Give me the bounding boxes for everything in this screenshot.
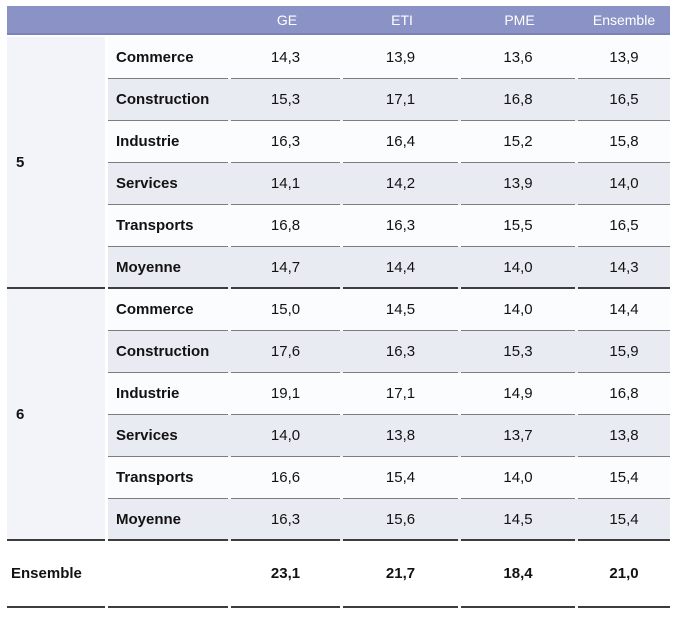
- sector-label: Moyenne: [108, 499, 228, 541]
- value-ge: 14,0: [231, 415, 340, 457]
- value-ensemble: 14,3: [578, 247, 670, 289]
- sector-label: Construction: [108, 331, 228, 373]
- sector-label: Transports: [108, 205, 228, 247]
- value-ensemble: 14,0: [578, 163, 670, 205]
- value-ensemble: 15,4: [578, 499, 670, 541]
- column-header-pme: PME: [504, 11, 535, 28]
- value-ensemble: 15,4: [578, 457, 670, 499]
- group-rows: Commerce 14,3 13,9 13,6 13,9 Constructio…: [108, 37, 670, 289]
- total-value-ge: 23,1: [231, 541, 340, 608]
- group-label: 6: [7, 289, 105, 541]
- table-row: Industrie 19,1 17,1 14,9 16,8: [108, 373, 670, 415]
- value-ge: 16,6: [231, 457, 340, 499]
- table-row: Commerce 15,0 14,5 14,0 14,4: [108, 289, 670, 331]
- value-ensemble: 16,5: [578, 205, 670, 247]
- value-eti: 16,3: [343, 205, 458, 247]
- table-row: Construction 17,6 16,3 15,3 15,9: [108, 331, 670, 373]
- value-ensemble: 13,9: [578, 37, 670, 79]
- table-row: Industrie 16,3 16,4 15,2 15,8: [108, 121, 670, 163]
- value-pme: 15,2: [461, 121, 575, 163]
- value-ge: 16,3: [231, 499, 340, 541]
- total-label: Ensemble: [7, 541, 105, 608]
- table-header-row: GE ETI PME Ensemble: [7, 6, 670, 35]
- value-eti: 14,4: [343, 247, 458, 289]
- value-ge: 16,3: [231, 121, 340, 163]
- sector-label: Services: [108, 415, 228, 457]
- value-pme: 14,9: [461, 373, 575, 415]
- table-row-moyenne: Moyenne 16,3 15,6 14,5 15,4: [108, 499, 670, 541]
- data-table: GE ETI PME Ensemble 5 Commerce 14,3 13,9…: [7, 6, 670, 608]
- table-row-moyenne: Moyenne 14,7 14,4 14,0 14,3: [108, 247, 670, 289]
- group-section-5: 5 Commerce 14,3 13,9 13,6 13,9 Construct…: [7, 37, 670, 289]
- value-pme: 14,0: [461, 457, 575, 499]
- sector-label: Industrie: [108, 373, 228, 415]
- total-value-pme: 18,4: [461, 541, 575, 608]
- group-rows: Commerce 15,0 14,5 14,0 14,4 Constructio…: [108, 289, 670, 541]
- value-ge: 17,6: [231, 331, 340, 373]
- value-pme: 13,6: [461, 37, 575, 79]
- sector-label: Construction: [108, 79, 228, 121]
- value-ensemble: 15,8: [578, 121, 670, 163]
- value-pme: 15,5: [461, 205, 575, 247]
- value-eti: 17,1: [343, 373, 458, 415]
- value-eti: 13,8: [343, 415, 458, 457]
- table-row: Transports 16,6 15,4 14,0 15,4: [108, 457, 670, 499]
- value-ge: 14,1: [231, 163, 340, 205]
- total-value-ensemble: 21,0: [578, 541, 670, 608]
- value-eti: 14,5: [343, 289, 458, 331]
- table-row: Construction 15,3 17,1 16,8 16,5: [108, 79, 670, 121]
- sector-label: Industrie: [108, 121, 228, 163]
- value-pme: 14,0: [461, 289, 575, 331]
- total-sector-spacer: [108, 541, 228, 608]
- value-eti: 17,1: [343, 79, 458, 121]
- table-row: Transports 16,8 16,3 15,5 16,5: [108, 205, 670, 247]
- value-pme: 13,7: [461, 415, 575, 457]
- value-ensemble: 16,5: [578, 79, 670, 121]
- value-ge: 15,3: [231, 79, 340, 121]
- value-eti: 16,4: [343, 121, 458, 163]
- group-label: 5: [7, 37, 105, 289]
- value-ensemble: 13,8: [578, 415, 670, 457]
- column-header-ensemble: Ensemble: [592, 11, 656, 28]
- value-eti: 14,2: [343, 163, 458, 205]
- value-eti: 13,9: [343, 37, 458, 79]
- value-ensemble: 16,8: [578, 373, 670, 415]
- column-header-eti: ETI: [391, 11, 413, 28]
- value-pme: 14,5: [461, 499, 575, 541]
- sector-label: Commerce: [108, 37, 228, 79]
- value-pme: 15,3: [461, 331, 575, 373]
- table-row: Commerce 14,3 13,9 13,6 13,9: [108, 37, 670, 79]
- table-row: Services 14,0 13,8 13,7 13,8: [108, 415, 670, 457]
- value-eti: 16,3: [343, 331, 458, 373]
- value-pme: 14,0: [461, 247, 575, 289]
- value-ge: 15,0: [231, 289, 340, 331]
- value-ensemble: 15,9: [578, 331, 670, 373]
- value-pme: 13,9: [461, 163, 575, 205]
- column-header-ge: GE: [276, 11, 298, 28]
- value-eti: 15,4: [343, 457, 458, 499]
- table-row: Services 14,1 14,2 13,9 14,0: [108, 163, 670, 205]
- sector-label: Commerce: [108, 289, 228, 331]
- value-ge: 14,3: [231, 37, 340, 79]
- value-ensemble: 14,4: [578, 289, 670, 331]
- sector-label: Transports: [108, 457, 228, 499]
- group-section-6: 6 Commerce 15,0 14,5 14,0 14,4 Construct…: [7, 289, 670, 541]
- value-ge: 16,8: [231, 205, 340, 247]
- sector-label: Moyenne: [108, 247, 228, 289]
- value-pme: 16,8: [461, 79, 575, 121]
- total-value-eti: 21,7: [343, 541, 458, 608]
- value-ge: 14,7: [231, 247, 340, 289]
- value-eti: 15,6: [343, 499, 458, 541]
- total-row: Ensemble 23,1 21,7 18,4 21,0: [7, 541, 670, 608]
- value-ge: 19,1: [231, 373, 340, 415]
- sector-label: Services: [108, 163, 228, 205]
